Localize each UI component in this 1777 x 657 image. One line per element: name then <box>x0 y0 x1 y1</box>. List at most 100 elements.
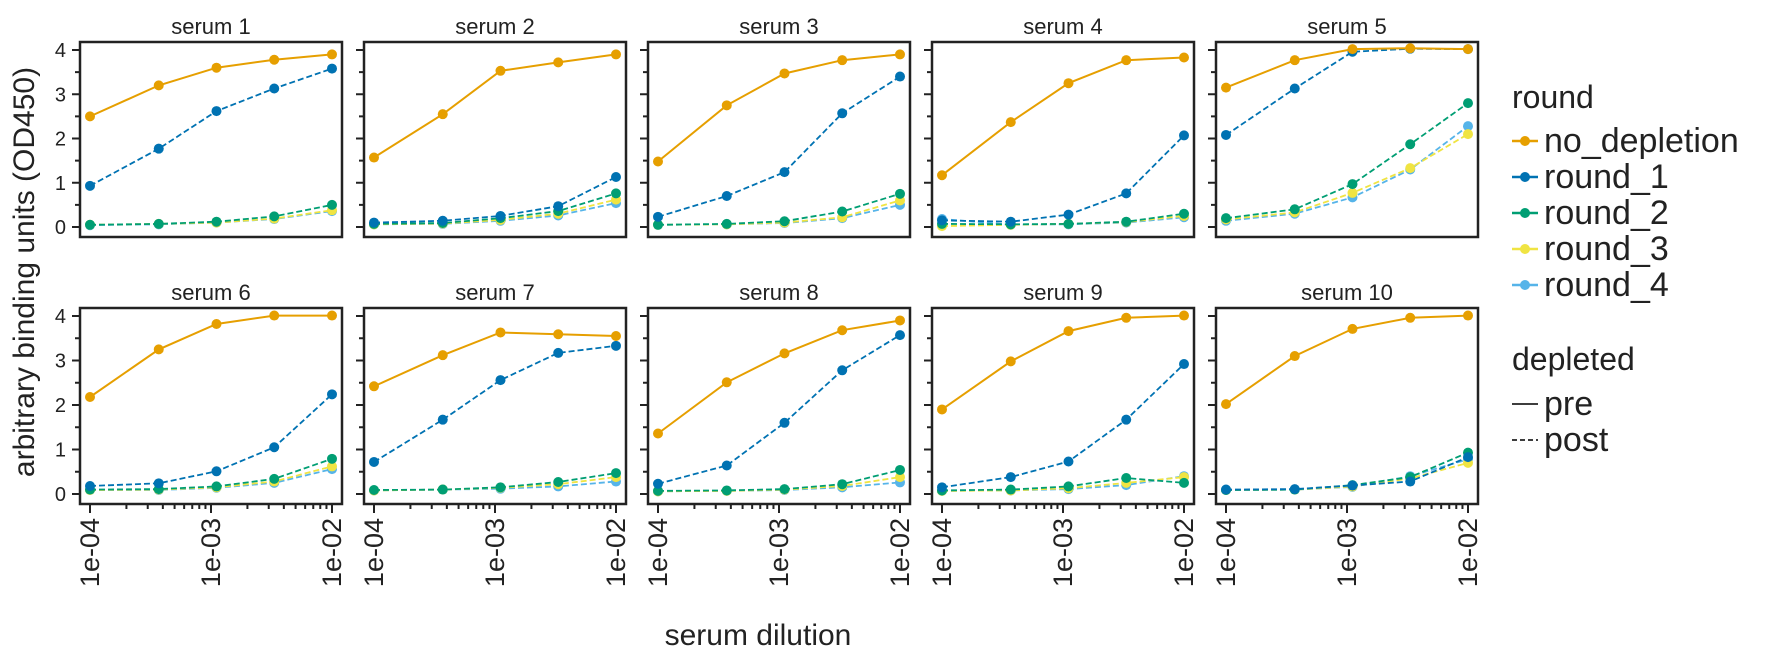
series-line-round_2 <box>657 192 901 226</box>
data-point-round_3 <box>1405 163 1416 174</box>
series-no_depletion <box>937 310 1189 415</box>
data-point-round_1 <box>269 83 280 94</box>
data-point-round_1 <box>1063 456 1074 467</box>
x-tick-label: 1e-04 <box>359 518 389 587</box>
y-tick-label: 2 <box>55 395 66 417</box>
legend-title-round: round <box>1512 79 1594 115</box>
data-point-no_depletion <box>611 331 621 342</box>
panel-title: serum 1 <box>171 14 250 39</box>
legend-swatch-marker <box>1520 280 1530 290</box>
series-line-no_depletion <box>941 314 1185 411</box>
data-point-round_1 <box>369 217 379 228</box>
series-round_2 <box>1221 98 1473 224</box>
series-no_depletion <box>653 315 905 439</box>
data-point-round_1 <box>1289 484 1300 495</box>
data-point-round_3 <box>895 472 905 483</box>
series-no_depletion <box>937 52 1189 181</box>
legend-item-post: post <box>1512 421 1609 459</box>
legend-label: round_4 <box>1544 266 1669 304</box>
data-point-round_2 <box>653 219 663 230</box>
data-point-no_depletion <box>1179 52 1189 63</box>
panel-frame <box>362 40 628 239</box>
data-point-round_2 <box>611 188 621 199</box>
data-point-round_2 <box>1463 98 1473 109</box>
data-point-round_1 <box>1463 452 1473 463</box>
data-point-round_1 <box>327 63 337 74</box>
data-point-round_1 <box>437 215 448 226</box>
data-point-round_2 <box>895 188 905 199</box>
series-round_1 <box>369 340 621 467</box>
legend-label: post <box>1544 421 1609 459</box>
series-line-round_2 <box>373 192 617 225</box>
data-point-no_depletion <box>611 49 621 60</box>
data-point-no_depletion <box>553 329 564 340</box>
series-line-no_depletion <box>373 331 617 388</box>
y-tick-label: 3 <box>55 351 66 373</box>
data-point-no_depletion <box>1405 43 1416 54</box>
series-round_4 <box>369 476 621 496</box>
series-line-round_2 <box>373 472 617 491</box>
panel-frame <box>646 306 912 506</box>
y-tick-label: 4 <box>55 306 66 328</box>
y-tick-label: 0 <box>55 484 66 506</box>
series-line-round_2 <box>1225 102 1469 220</box>
panel-title: serum 8 <box>739 280 818 305</box>
series-line-round_1 <box>373 344 617 463</box>
data-point-no_depletion <box>1005 117 1016 128</box>
panel-frame <box>78 40 344 239</box>
data-point-no_depletion <box>1463 44 1473 55</box>
data-point-round_1 <box>85 480 95 491</box>
data-point-round_3 <box>327 461 337 472</box>
panel-frame <box>362 306 628 506</box>
legend-label: round_2 <box>1544 194 1669 232</box>
data-point-no_depletion <box>327 310 337 321</box>
data-point-no_depletion <box>269 54 280 65</box>
data-point-no_depletion <box>211 319 222 330</box>
panel-frame <box>1214 40 1480 239</box>
x-tick-label: 1e-02 <box>1453 518 1483 587</box>
data-point-no_depletion <box>85 111 95 122</box>
data-point-no_depletion <box>495 65 506 76</box>
series-round_2 <box>653 188 905 230</box>
data-point-round_1 <box>1005 472 1016 483</box>
panel-serum-9: serum 9 1e-04 1e-03 1e-02 <box>924 280 1199 587</box>
data-point-round_1 <box>1347 480 1358 491</box>
data-point-round_1 <box>369 456 379 467</box>
series-round_1 <box>653 71 905 222</box>
legend-item-pre: pre <box>1512 385 1593 423</box>
data-point-no_depletion <box>1063 326 1074 337</box>
data-point-no_depletion <box>779 68 790 79</box>
data-point-round_1 <box>837 365 848 376</box>
data-point-no_depletion <box>1347 323 1358 334</box>
panel-serum-10: serum 10 1e-04 1e-03 1e-02 <box>1208 280 1483 587</box>
series-round_1 <box>85 63 337 191</box>
data-point-no_depletion <box>269 310 280 321</box>
data-point-round_2 <box>1005 484 1016 495</box>
panel-title: serum 3 <box>739 14 818 39</box>
panel-serum-5: serum 5 <box>1208 14 1480 239</box>
data-point-round_2 <box>269 211 280 222</box>
panel-frame <box>930 40 1196 239</box>
data-point-no_depletion <box>895 49 905 60</box>
series-round_1 <box>937 359 1189 493</box>
y-tick-label: 2 <box>55 129 66 151</box>
data-point-no_depletion <box>937 170 947 181</box>
data-point-round_4 <box>1463 121 1473 132</box>
series-no_depletion <box>369 49 621 163</box>
data-point-round_1 <box>1121 188 1132 199</box>
data-point-no_depletion <box>553 57 564 68</box>
data-point-round_2 <box>1179 208 1189 219</box>
x-tick-label: 1e-03 <box>1048 518 1078 587</box>
data-point-round_1 <box>495 375 506 386</box>
series-round_4 <box>937 471 1189 496</box>
series-round_1 <box>937 130 1189 227</box>
data-point-round_2 <box>1347 179 1358 190</box>
data-point-round_2 <box>837 206 848 217</box>
data-point-round_2 <box>553 476 564 487</box>
y-tick-label: 0 <box>55 217 66 239</box>
data-point-round_1 <box>837 108 848 119</box>
data-point-no_depletion <box>369 381 379 392</box>
legend-label: no_depletion <box>1544 122 1739 160</box>
legend-label: round_1 <box>1544 158 1669 196</box>
data-point-round_2 <box>779 484 790 495</box>
